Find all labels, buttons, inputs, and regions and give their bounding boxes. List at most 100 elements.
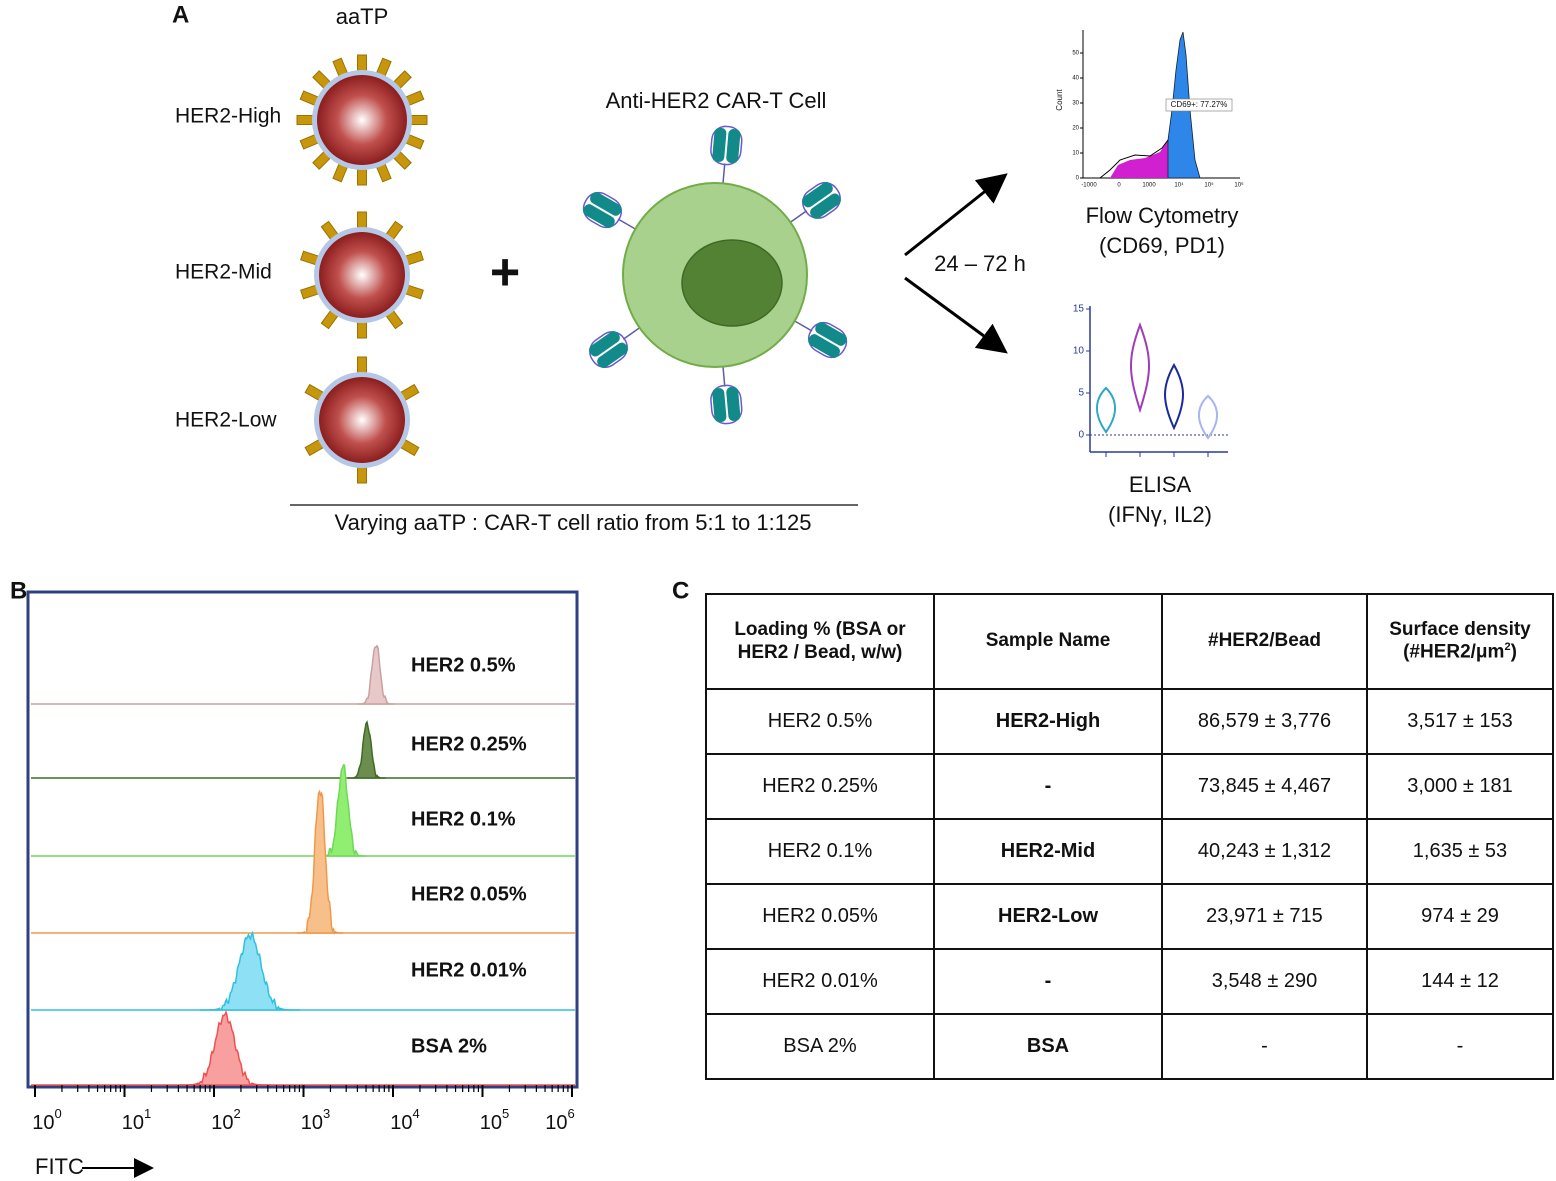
bead-label: HER2-High	[175, 105, 281, 128]
receptor-domain	[802, 181, 833, 208]
plus: +	[490, 244, 520, 302]
header-row: Loading % (BSA or HER2 / Bead, w/w) Samp…	[705, 593, 1554, 690]
table-cell: 3,517 ± 153	[1366, 688, 1554, 755]
tick-label: 20	[1072, 126, 1079, 132]
stalk	[789, 210, 808, 223]
stalk	[794, 320, 813, 332]
tick-base: 10	[390, 1112, 412, 1134]
table: Loading % (BSA or HER2 / Bead, w/w) Samp…	[705, 593, 1554, 1080]
cell-label: Anti-HER2 CAR-T Cell	[606, 88, 827, 113]
tick-base: 10	[122, 1112, 144, 1134]
receptor-outline	[582, 191, 622, 229]
table-body: HER2 0.5% HER2-High 86,579 ± 3,776 3,517 ± …	[705, 688, 1554, 1080]
table-row: HER2 0.25% -73,845 ± 4,467 3,000 ± 181	[705, 753, 1554, 820]
violin	[1198, 394, 1218, 440]
tick-label: 101	[122, 1106, 151, 1134]
stalk	[722, 163, 726, 184]
x-axis-label: FITC	[35, 1154, 84, 1179]
tick-label: 0	[1078, 430, 1084, 441]
tick-exponent: 4	[413, 1106, 420, 1121]
time-label: 24 – 72 h	[934, 251, 1026, 276]
elisa-subtitle: (IFNγ, IL2)	[1108, 502, 1212, 527]
header-cell: Loading % (BSA or HER2 / Bead, w/w)	[705, 593, 935, 690]
table-row: HER2 0.1% HER2-Mid 40,243 ± 1,312 1,635 ± 5…	[705, 818, 1554, 885]
tick-exponent: 2	[234, 1106, 241, 1121]
receptor-domain	[597, 342, 628, 369]
receptor-outline	[808, 321, 848, 359]
sample-label: HER2 0.5%	[411, 654, 516, 676]
tick-base: 10	[480, 1112, 502, 1134]
histogram-peak	[348, 720, 386, 779]
tick-label: 40	[1072, 76, 1079, 82]
car-receptor	[710, 384, 743, 425]
tick-label: 100	[32, 1106, 61, 1134]
bead	[319, 232, 405, 318]
panel-label: A	[172, 1, 189, 28]
table-cell: 73,845 ± 4,467	[1161, 753, 1368, 820]
header-cell: Surface density (#HER2/μm2)	[1366, 593, 1554, 690]
car-receptor	[802, 181, 841, 219]
receptor-domain	[712, 127, 727, 162]
table-cell: -	[933, 948, 1163, 1015]
receptor-domain	[815, 322, 847, 346]
tick-label: -1000	[1081, 183, 1097, 189]
header-cell: Sample Name	[933, 593, 1163, 690]
tick-exponent: 3	[323, 1106, 330, 1121]
gate-box	[1165, 98, 1233, 112]
bead	[319, 377, 405, 463]
tick-label: 10⁴	[1174, 182, 1184, 189]
histogram-peak	[357, 644, 395, 705]
tick-base: 10	[211, 1112, 233, 1134]
tick-label: 1000	[1142, 183, 1156, 189]
histogram-peak	[319, 763, 367, 857]
tick-base: 10	[301, 1112, 323, 1134]
table-row: HER2 0.01% -3,548 ± 290 144 ± 12	[705, 948, 1554, 1015]
stalk	[722, 366, 726, 387]
table-cell: HER2-Low	[933, 883, 1163, 950]
tick-exponent: 5	[502, 1106, 509, 1121]
violin	[1130, 322, 1150, 414]
axis-label: Count	[1055, 89, 1064, 111]
violin	[1164, 362, 1184, 431]
aatp-label: aaTP	[336, 4, 389, 29]
table-cell: HER2 0.1%	[705, 818, 935, 885]
tick-label: 0	[1076, 176, 1080, 182]
header-text: )	[1510, 641, 1517, 663]
tick-label: 5	[1078, 388, 1084, 399]
tick-base: 10	[32, 1112, 54, 1134]
receptor-domain	[726, 386, 741, 421]
tick-label: 30	[1072, 101, 1079, 107]
bead-label: HER2-Low	[175, 409, 277, 432]
table-cell: 3,000 ± 181	[1366, 753, 1554, 820]
table-row: BSA 2% BSA - -	[705, 1013, 1554, 1080]
tick-exponent: 6	[568, 1106, 575, 1121]
tick-exponent: 0	[55, 1106, 62, 1121]
tick-base: 10	[545, 1112, 567, 1134]
table-cell: 23,971 ± 715	[1161, 883, 1368, 950]
tick-label: 50	[1072, 51, 1079, 57]
panel-label: B	[10, 577, 27, 604]
histogram-outline	[1099, 139, 1169, 179]
receptor-domain	[590, 192, 622, 216]
table-row: HER2 0.05% HER2-Low 23,971 ± 715 974 ± 29	[705, 883, 1554, 950]
elisa-title: ELISA	[1129, 472, 1192, 497]
tick-label: 10	[1073, 346, 1085, 357]
receptor-domain	[726, 129, 741, 164]
bead-label: HER2-Mid	[175, 261, 272, 284]
table-cell: HER2 0.25%	[705, 753, 935, 820]
car-receptor	[710, 125, 743, 166]
bead	[317, 75, 407, 165]
table-cell: 1,635 ± 53	[1366, 818, 1554, 885]
stalk	[622, 327, 641, 340]
tick-label: 105	[480, 1106, 509, 1134]
receptor-outline	[589, 331, 628, 369]
tick-label: 10⁵	[1204, 182, 1214, 189]
tick-label: 0	[1117, 183, 1121, 189]
histogram-area	[1110, 140, 1168, 178]
receptor-domain	[712, 388, 727, 423]
receptor-outline	[710, 125, 743, 166]
stalk	[617, 218, 636, 230]
receptor-domain	[810, 193, 841, 219]
